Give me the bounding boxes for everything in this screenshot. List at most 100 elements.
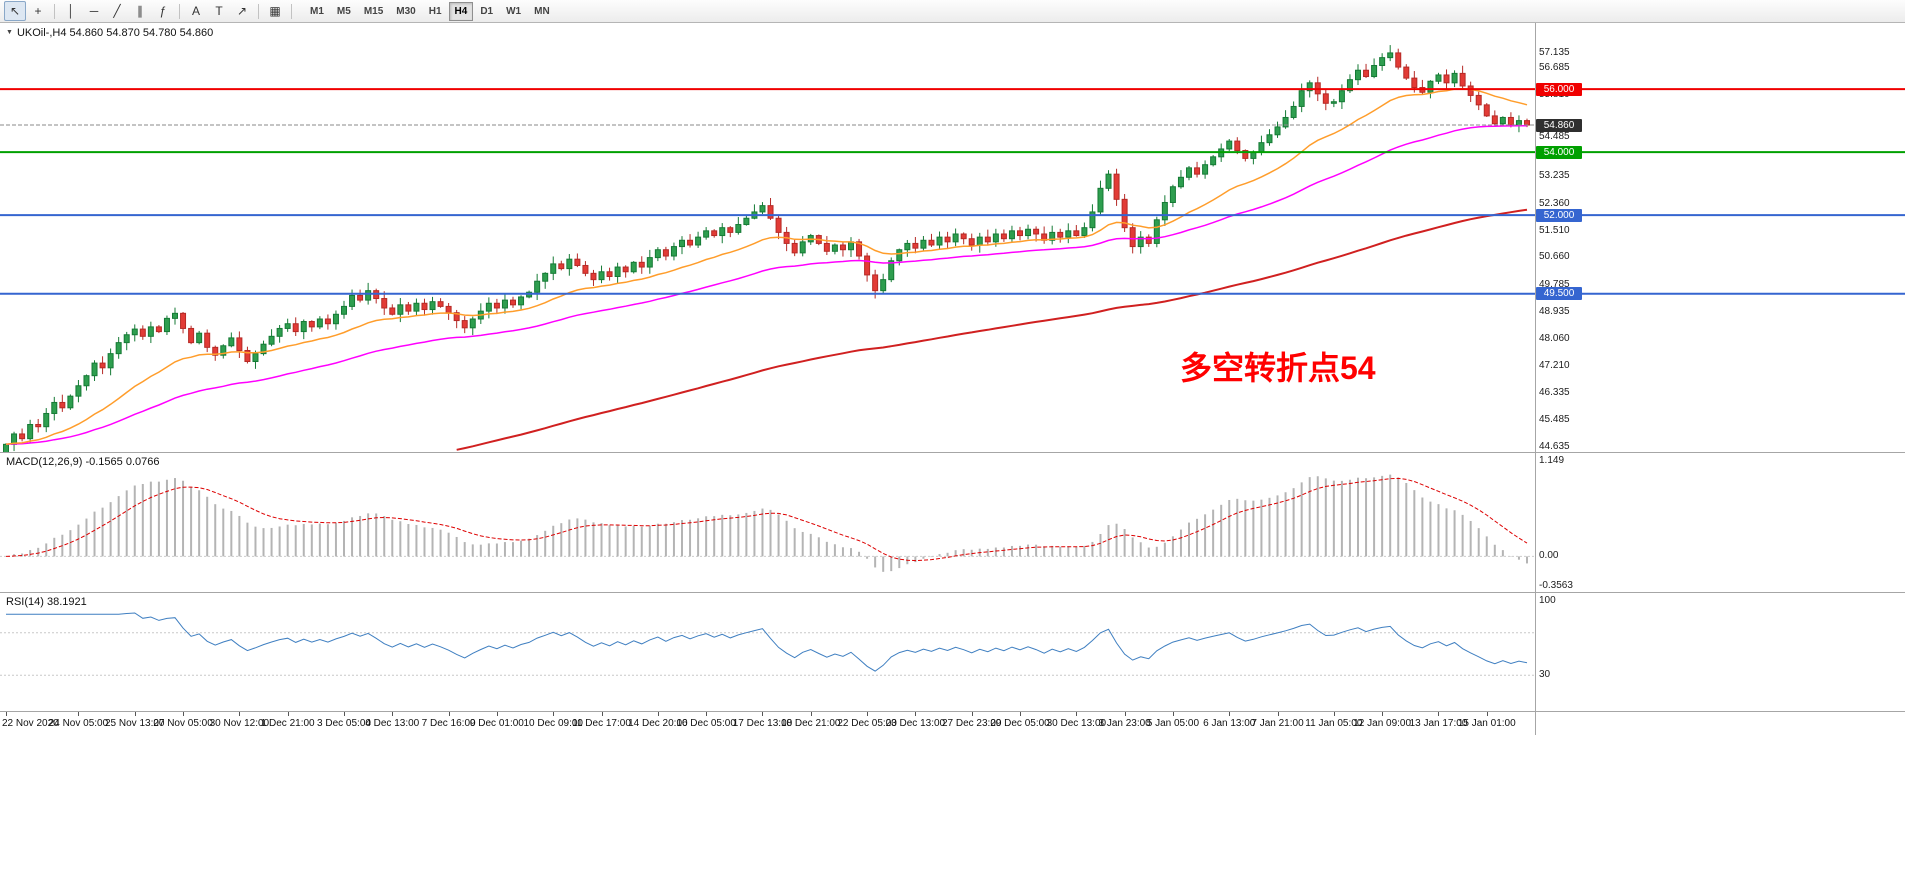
time-axis-label: 3 Dec 05:00 xyxy=(317,718,371,729)
candles xyxy=(3,45,1530,452)
time-axis-label: 14 Dec 20:00 xyxy=(628,718,688,729)
time-axis-tick xyxy=(183,712,185,716)
price-axis-tick: 49.785 xyxy=(1539,278,1570,290)
time-axis-label: 27 Dec 23:00 xyxy=(941,718,1002,729)
time-axis-label: 23 Dec 13:00 xyxy=(885,718,946,729)
price-axis-tick: 46.335 xyxy=(1539,387,1570,399)
time-axis-tick xyxy=(1486,712,1488,716)
tool-horizontal-line-button[interactable]: ─ xyxy=(89,4,99,18)
tool-trendline-button[interactable]: ╱ xyxy=(113,4,121,18)
timeframe-m1-button[interactable]: M1 xyxy=(310,5,324,17)
rsi-line xyxy=(6,612,1528,672)
time-axis-label: 12 Jan 09:00 xyxy=(1353,718,1412,729)
time-axis-tick xyxy=(810,712,812,716)
rsi-canvas[interactable] xyxy=(0,593,1905,711)
time-axis-label: 4 Dec 13:00 xyxy=(365,718,420,729)
price-axis-tick: 52.360 xyxy=(1539,197,1570,209)
ma-fast-line xyxy=(5,88,1528,446)
time-axis-label: 27 Nov 05:00 xyxy=(153,718,213,729)
price-axis-tick: 47.210 xyxy=(1539,359,1570,371)
tool-text-button[interactable]: A xyxy=(191,4,200,18)
price-axis-tick: 48.935 xyxy=(1539,305,1570,317)
price-axis-tick: 48.060 xyxy=(1539,333,1570,345)
toolbar-timeframes-group: M1 M5 M15 M30 H1 H4 D1 W1 MN xyxy=(304,1,556,21)
time-axis-tick xyxy=(134,712,136,716)
time-axis-tick xyxy=(392,712,394,716)
time-axis-tick xyxy=(762,712,764,716)
current-price-badge: 54.860 xyxy=(1536,118,1582,132)
timeframe-mn-button[interactable]: MN xyxy=(534,5,550,17)
time-axis-label: 15 Jan 01:00 xyxy=(1457,718,1516,729)
time-axis-label: 18 Dec 21:00 xyxy=(781,718,841,729)
macd-panel: MACD(12,26,9) -0.1565 0.0766 1.149 0.00 -0… xyxy=(0,452,1905,592)
time-axis-tick xyxy=(706,712,708,716)
time-axis-tick xyxy=(1124,712,1126,716)
timeframe-m15-button[interactable]: M15 xyxy=(363,5,384,17)
price-axis-tick: 44.635 xyxy=(1539,441,1570,452)
macd-axis-tick: 0.00 xyxy=(1539,550,1559,562)
time-axis-label: 16 Dec 05:00 xyxy=(676,718,736,729)
time-axis-tick xyxy=(448,712,450,716)
time-axis-label: 29 Dec 05:00 xyxy=(990,718,1050,729)
price-axis-divider[interactable] xyxy=(1535,23,1536,735)
timeframe-m30-button[interactable]: M30 xyxy=(396,5,416,17)
symbol-ohlc-text: UKOil-,H4 54.860 54.870 54.780 54.860 xyxy=(16,27,214,39)
price-chart-panel: ▼ UKOil-,H4 54.860 54.870 54.780 54.860 多… xyxy=(0,23,1905,452)
price-level-badge: 49.500 xyxy=(1536,287,1582,301)
chart-annotation-text[interactable]: 多空转折点54 xyxy=(1180,350,1376,386)
time-axis-tick xyxy=(344,712,345,716)
macd-histogram xyxy=(13,474,1528,572)
tool-vertical-line-button[interactable]: │ xyxy=(67,4,75,18)
toolbar-separator xyxy=(54,3,55,19)
price-level-badge: 52.000 xyxy=(1536,208,1582,222)
tool-crosshair-button[interactable]: + xyxy=(34,4,42,18)
time-axis-label: 9 Dec 01:00 xyxy=(469,718,524,729)
collapse-icon[interactable]: ▼ xyxy=(6,29,13,36)
timeframe-h1-button[interactable]: H1 xyxy=(428,5,442,17)
macd-label: MACD(12,26,9) -0.1565 0.0766 xyxy=(6,456,160,468)
timeframe-h4-button[interactable]: H4 xyxy=(448,1,474,21)
time-axis-label: 3 Jan 23:00 xyxy=(1098,718,1151,729)
rsi-axis-tick: 30 xyxy=(1539,669,1551,681)
time-axis-tick xyxy=(1333,712,1335,716)
tool-pointer-button[interactable]: ↖ xyxy=(4,1,26,21)
time-axis-label: 1 Dec 21:00 xyxy=(260,718,315,729)
time-axis-tick xyxy=(1172,712,1174,716)
tool-arrow-objects-button[interactable]: ↗ xyxy=(236,4,248,18)
macd-canvas[interactable] xyxy=(0,453,1905,592)
time-axis-label: 22 Nov 2020 xyxy=(2,718,59,729)
time-axis-label: 7 Jan 21:00 xyxy=(1251,718,1304,729)
time-axis-tick xyxy=(239,712,241,716)
time-axis-label: 30 Nov 12:00 xyxy=(209,718,270,729)
tool-text-label-button[interactable]: T xyxy=(215,4,223,18)
tool-indicators-button[interactable]: ▦ xyxy=(269,4,281,18)
time-axis-tick xyxy=(657,712,659,716)
macd-axis-tick: -0.3563 xyxy=(1539,580,1573,591)
time-axis-tick xyxy=(78,712,80,716)
ma-slow-line xyxy=(456,208,1528,451)
timeframe-d1-button[interactable]: D1 xyxy=(480,5,494,17)
tool-fibonacci-retracement-button[interactable]: ƒ xyxy=(159,4,167,18)
price-axis-tick: 57.135 xyxy=(1539,47,1570,59)
time-axis-label: 5 Jan 05:00 xyxy=(1146,718,1200,729)
time-axis-tick xyxy=(1438,712,1440,716)
time-axis: 22 Nov 2020 24 Nov 05:00 25 Nov 13:00 27 No… xyxy=(0,711,1905,735)
tool-equidistant-channel-button[interactable]: ∥ xyxy=(137,4,143,18)
time-axis-tick xyxy=(1277,712,1279,716)
toolbar-separator xyxy=(258,3,259,19)
timeframe-m5-button[interactable]: M5 xyxy=(336,5,351,17)
time-axis-tick xyxy=(553,712,555,716)
time-axis-tick xyxy=(1382,712,1384,716)
time-axis-label: 10 Dec 09:00 xyxy=(523,718,583,729)
time-axis-tick xyxy=(1076,712,1078,716)
time-axis-label: 30 Dec 13:00 xyxy=(1046,718,1107,729)
macd-axis-tick: 1.149 xyxy=(1539,455,1565,466)
price-axis-tick: 54.485 xyxy=(1539,130,1570,142)
price-chart-canvas[interactable] xyxy=(0,23,1905,452)
time-axis-label: 25 Nov 13:00 xyxy=(105,718,165,729)
timeframe-w1-button[interactable]: W1 xyxy=(506,5,522,17)
time-axis-label: 11 Jan 05:00 xyxy=(1305,718,1363,729)
time-axis-tick xyxy=(496,712,498,716)
time-axis-label: 22 Dec 05:00 xyxy=(837,718,897,729)
